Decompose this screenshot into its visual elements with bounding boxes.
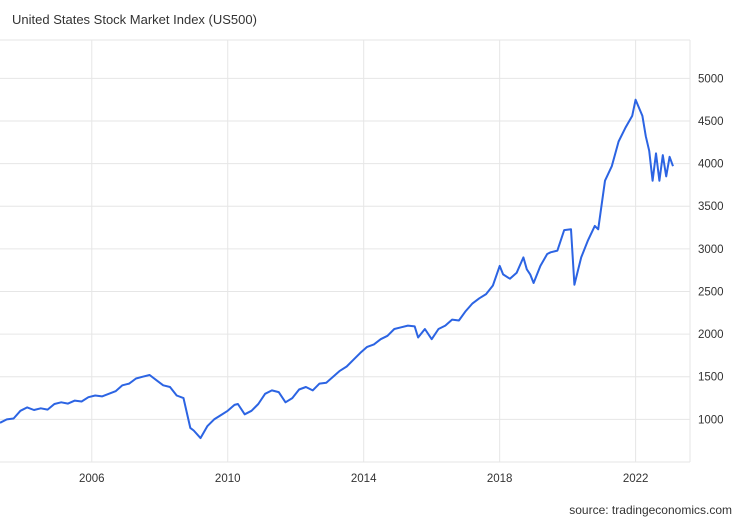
- y-axis: 1000 1500 2000 2500 3000 3500 4000 4500 5000: [698, 73, 724, 426]
- source-credit: source: tradingeconomics.com: [569, 503, 732, 517]
- y-tick-label: 1000: [698, 414, 724, 426]
- y-tick-label: 2000: [698, 329, 724, 341]
- y-tick-label: 1500: [698, 372, 724, 384]
- series-line: [0, 98, 674, 440]
- y-tick-label: 5000: [698, 73, 724, 85]
- chart-title: United States Stock Market Index (US500): [12, 12, 257, 27]
- x-tick-label: 2022: [623, 473, 649, 485]
- x-tick-label: 2014: [351, 473, 377, 485]
- y-tick-label: 2500: [698, 286, 724, 298]
- x-tick-label: 2006: [79, 473, 105, 485]
- y-tick-label: 3000: [698, 244, 724, 256]
- x-tick-label: 2018: [487, 473, 513, 485]
- y-tick-label: 4000: [698, 159, 724, 171]
- y-tick-label: 3500: [698, 201, 724, 213]
- grid-lines: [0, 39, 691, 463]
- x-axis: 2006 2010 2014 2018 2022: [79, 473, 648, 485]
- y-tick-label: 4500: [698, 116, 724, 128]
- x-tick-label: 2010: [215, 473, 241, 485]
